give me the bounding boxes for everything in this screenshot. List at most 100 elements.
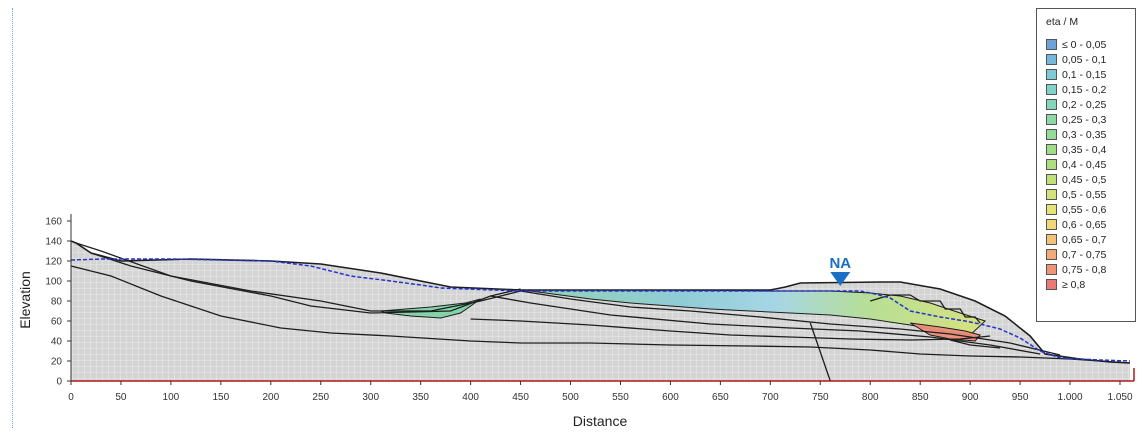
legend-swatch (1046, 189, 1057, 200)
legend-item: 0,1 - 0,15 (1046, 67, 1135, 82)
x-tick-label: 150 (213, 392, 230, 403)
x-tick-label: 550 (612, 392, 629, 403)
legend-swatch (1046, 144, 1057, 155)
y-tick-label: 0 (56, 377, 62, 388)
legend: eta / M ≤ 0 - 0,05 0,05 - 0,1 0,1 - 0,15 0,… (1036, 8, 1136, 322)
x-tick-label: 300 (362, 392, 379, 403)
legend-label: 0,7 - 0,75 (1062, 248, 1107, 261)
water-table-line (70, 258, 1131, 362)
legend-item: 0,6 - 0,65 (1046, 217, 1135, 232)
y-tick-label: 80 (51, 297, 63, 308)
left-dotted-guide (12, 8, 13, 428)
x-tick-label: 950 (1012, 392, 1029, 403)
y-tick-label: 160 (45, 217, 62, 228)
x-tick-label: 1.050 (1107, 392, 1132, 403)
legend-item: ≥ 0,8 (1046, 277, 1135, 292)
y-tick-label: 60 (51, 317, 63, 328)
legend-swatch (1046, 219, 1057, 230)
legend-label: 0,45 - 0,5 (1062, 173, 1107, 186)
legend-item: 0,25 - 0,3 (1046, 112, 1135, 127)
layer-boundary-8 (950, 339, 1001, 349)
legend-swatch (1046, 129, 1057, 140)
legend-label: 0,5 - 0,55 (1062, 188, 1107, 201)
layer-boundaries (70, 240, 1131, 382)
x-tick-label: 600 (662, 392, 679, 403)
legend-item: 0,05 - 0,1 (1046, 52, 1135, 67)
layer-boundary-6 (470, 318, 991, 341)
x-tick-label: 650 (712, 392, 729, 403)
legend-swatch (1046, 249, 1057, 260)
legend-item: 0,45 - 0,5 (1046, 172, 1135, 187)
legend-item: 0,55 - 0,6 (1046, 202, 1135, 217)
y-axis-title: Elevation (17, 271, 33, 329)
y-tick-label: 120 (45, 257, 62, 268)
legend-label: 0,4 - 0,45 (1062, 158, 1107, 171)
legend-label: 0,35 - 0,4 (1062, 143, 1107, 156)
legend-swatch (1046, 114, 1057, 125)
legend-swatch (1046, 174, 1057, 185)
x-tick-label: 800 (862, 392, 879, 403)
x-tick-label: 350 (412, 392, 429, 403)
legend-label: ≤ 0 - 0,05 (1062, 38, 1107, 51)
legend-label: 0,15 - 0,2 (1062, 83, 1107, 96)
legend-item: ≤ 0 - 0,05 (1046, 37, 1135, 52)
x-tick-label: 750 (812, 392, 829, 403)
legend-item: 0,2 - 0,25 (1046, 97, 1135, 112)
layer-boundary-2 (90, 252, 521, 314)
water-level-triangle-icon (830, 272, 851, 286)
x-tick-label: 1.000 (1058, 392, 1083, 403)
legend-swatch (1046, 234, 1057, 245)
x-tick-label: 450 (512, 392, 529, 403)
x-tick-label: 500 (562, 392, 579, 403)
y-tick-label: 100 (45, 277, 62, 288)
ground-mesh-region (71, 241, 1130, 381)
x-tick-label: 900 (962, 392, 979, 403)
water-level-marker: NA (829, 255, 851, 286)
x-tick-label: 850 (912, 392, 929, 403)
legend-label: 0,1 - 0,15 (1062, 68, 1107, 81)
x-tick-label: 250 (312, 392, 329, 403)
legend-item: 0,3 - 0,35 (1046, 127, 1135, 142)
legend-title: eta / M (1046, 16, 1079, 28)
legend-item: 0,65 - 0,7 (1046, 232, 1135, 247)
x-tick-label: 400 (462, 392, 479, 403)
legend-swatch (1046, 54, 1057, 65)
legend-swatch (1046, 99, 1057, 110)
legend-swatch (1046, 264, 1057, 275)
y-tick-label: 20 (51, 357, 63, 368)
legend-label: ≥ 0,8 (1062, 278, 1086, 291)
terrace-steps (870, 294, 981, 324)
layer-boundary-4 (490, 295, 1041, 355)
x-tick-label: 700 (762, 392, 779, 403)
failure-mass-1 (380, 298, 481, 319)
legend-item: 0,5 - 0,55 (1046, 187, 1135, 202)
legend-swatch (1046, 69, 1057, 80)
legend-label: 0,2 - 0,25 (1062, 98, 1107, 111)
legend-swatch (1046, 159, 1057, 170)
legend-item: 0,75 - 0,8 (1046, 262, 1135, 277)
layer-boundary-1 (75, 242, 521, 312)
legend-swatch (1046, 39, 1057, 50)
legend-label: 0,65 - 0,7 (1062, 233, 1107, 246)
x-axis-title: Distance (573, 413, 628, 429)
legend-label: 0,75 - 0,8 (1062, 263, 1107, 276)
x-tick-label: 50 (115, 392, 127, 403)
y-tick-label: 140 (45, 237, 62, 248)
legend-swatch (1046, 204, 1057, 215)
legend-label: 0,3 - 0,35 (1062, 128, 1107, 141)
legend-item: 0,15 - 0,2 (1046, 82, 1135, 97)
legend-swatch (1046, 84, 1057, 95)
mesh-region (71, 241, 1130, 381)
x-tick-label: 0 (68, 392, 74, 403)
legend-item: 0,4 - 0,45 (1046, 157, 1135, 172)
axes: 0 50 100 150 200 250 300 350 400 450 500 550 600 650 7… (17, 214, 1135, 429)
x-tick-label: 100 (163, 392, 180, 403)
legend-label: 0,05 - 0,1 (1062, 53, 1107, 66)
legend-label: 0,55 - 0,6 (1062, 203, 1107, 216)
legend-item: 0,7 - 0,75 (1046, 247, 1135, 262)
y-tick-label: 40 (51, 337, 63, 348)
legend-swatch (1046, 279, 1057, 290)
layer-boundary-3 (70, 265, 1131, 364)
water-level-label: NA (829, 255, 851, 272)
